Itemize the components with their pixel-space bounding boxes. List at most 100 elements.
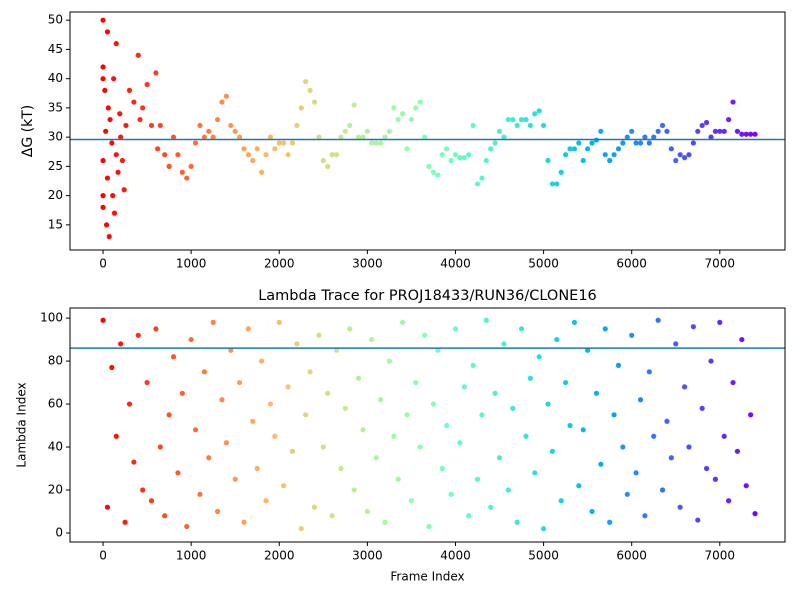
- point: [214, 508, 221, 515]
- point: [602, 152, 608, 158]
- point: [496, 128, 503, 134]
- point: [170, 134, 177, 140]
- point: [223, 93, 229, 99]
- point: [532, 470, 538, 476]
- point: [563, 152, 569, 158]
- point: [254, 465, 260, 472]
- point: [272, 433, 278, 439]
- point: [435, 347, 441, 353]
- point: [263, 498, 269, 504]
- point: [298, 105, 304, 111]
- point: [571, 146, 578, 152]
- point: [303, 412, 309, 418]
- point: [307, 87, 313, 93]
- point: [137, 116, 143, 123]
- point: [549, 181, 555, 187]
- point: [743, 483, 749, 489]
- point: [748, 131, 754, 137]
- point: [457, 440, 463, 446]
- x-tick-label: 1000: [176, 257, 207, 271]
- point: [637, 397, 644, 403]
- point: [351, 102, 357, 108]
- y-tick-label: 15: [48, 217, 63, 231]
- point: [104, 175, 111, 181]
- point: [289, 140, 296, 146]
- point: [558, 498, 564, 504]
- point: [492, 390, 498, 396]
- point: [633, 140, 639, 146]
- point: [408, 498, 415, 504]
- point: [501, 134, 507, 140]
- point: [673, 341, 679, 347]
- point: [457, 155, 463, 161]
- point: [492, 140, 498, 146]
- point: [637, 140, 644, 146]
- point: [408, 116, 415, 123]
- point: [192, 140, 199, 146]
- point: [119, 157, 126, 164]
- point: [444, 146, 450, 152]
- point: [153, 70, 159, 76]
- point: [316, 134, 322, 140]
- point: [651, 134, 657, 140]
- point: [184, 175, 190, 181]
- y-axis-label: ΔG (kT): [20, 105, 36, 157]
- x-tick-label: 2000: [264, 549, 295, 563]
- point: [554, 181, 560, 187]
- point: [148, 498, 155, 504]
- point: [109, 364, 115, 371]
- point: [197, 491, 203, 497]
- point: [470, 122, 476, 129]
- point: [179, 169, 185, 175]
- point: [276, 319, 282, 325]
- point: [373, 455, 379, 461]
- point: [144, 81, 150, 88]
- point: [426, 523, 432, 530]
- point: [721, 128, 727, 134]
- point: [103, 222, 110, 228]
- point: [320, 157, 326, 164]
- point: [259, 358, 265, 364]
- point: [100, 317, 106, 323]
- point: [580, 427, 586, 433]
- axes-frame: [69, 11, 786, 251]
- point: [250, 157, 256, 164]
- point: [576, 140, 582, 146]
- point: [155, 146, 161, 152]
- point: [140, 105, 146, 111]
- point: [554, 336, 560, 343]
- point: [316, 332, 322, 338]
- point: [523, 433, 529, 439]
- point: [549, 448, 555, 454]
- point: [294, 341, 300, 347]
- point: [333, 347, 340, 353]
- point: [514, 519, 520, 525]
- point: [585, 146, 591, 152]
- point: [245, 152, 252, 158]
- point: [452, 152, 459, 158]
- point: [646, 369, 652, 375]
- point: [228, 347, 234, 353]
- x-tick-label: 4000: [440, 257, 471, 271]
- point: [338, 134, 344, 140]
- point: [505, 487, 511, 493]
- x-tick-label: 6000: [616, 257, 647, 271]
- point: [629, 128, 635, 134]
- point: [162, 513, 168, 519]
- point: [263, 152, 269, 158]
- y-tick-label: 20: [48, 188, 63, 202]
- point: [655, 317, 661, 323]
- y-axis-label: Lambda Index: [15, 382, 29, 467]
- point: [488, 146, 494, 152]
- point: [100, 76, 106, 82]
- point: [391, 105, 397, 111]
- point: [104, 504, 111, 510]
- point: [382, 519, 388, 525]
- point: [536, 108, 542, 114]
- point: [281, 140, 287, 146]
- point: [474, 476, 481, 482]
- point: [369, 140, 375, 146]
- point: [113, 152, 119, 158]
- x-tick-label: 6000: [616, 549, 647, 563]
- point: [118, 134, 124, 140]
